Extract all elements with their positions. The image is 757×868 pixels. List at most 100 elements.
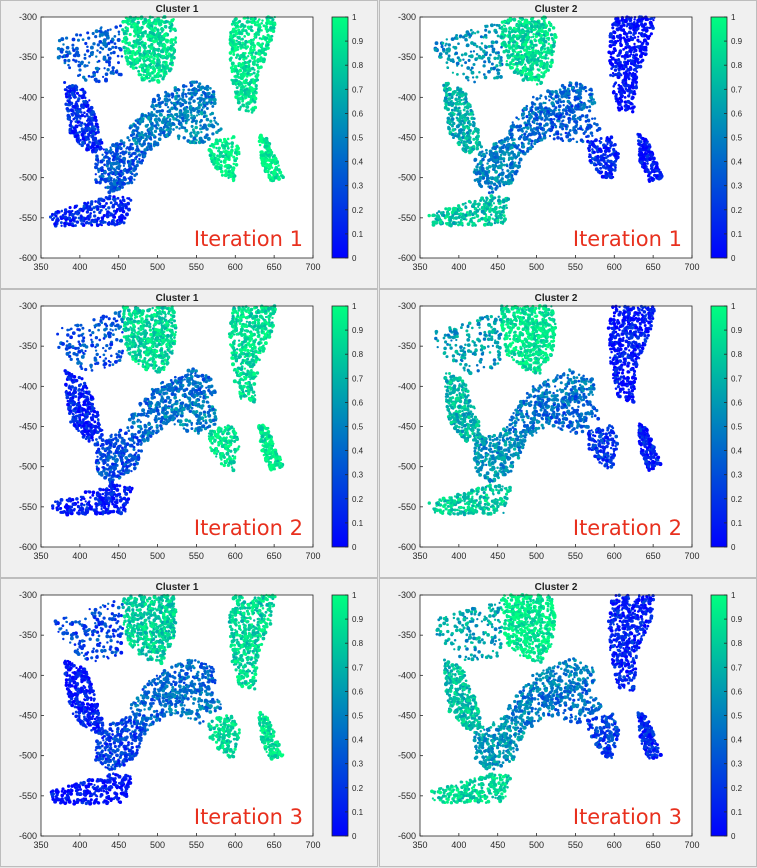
data-point bbox=[538, 133, 541, 136]
data-point bbox=[456, 62, 460, 66]
data-point bbox=[500, 147, 502, 149]
data-point bbox=[569, 84, 572, 87]
data-point bbox=[166, 103, 168, 105]
data-point bbox=[527, 119, 531, 123]
data-point bbox=[76, 220, 79, 223]
data-point bbox=[87, 135, 89, 137]
data-point bbox=[481, 167, 485, 171]
data-point bbox=[447, 57, 451, 61]
data-point bbox=[94, 165, 98, 169]
data-point bbox=[86, 210, 89, 213]
data-point bbox=[78, 110, 82, 114]
data-point bbox=[465, 99, 468, 102]
data-point bbox=[168, 133, 171, 136]
data-point bbox=[592, 98, 595, 101]
data-point bbox=[489, 176, 492, 179]
data-point bbox=[92, 32, 95, 35]
data-point bbox=[245, 105, 249, 109]
data-point bbox=[614, 68, 617, 71]
data-point bbox=[154, 124, 157, 127]
data-point bbox=[644, 53, 647, 56]
data-point bbox=[167, 100, 169, 102]
data-point bbox=[96, 159, 99, 162]
data-point bbox=[616, 35, 619, 38]
data-point bbox=[631, 81, 635, 85]
data-point bbox=[619, 85, 623, 89]
data-point bbox=[560, 100, 563, 103]
data-point bbox=[514, 145, 517, 148]
data-point bbox=[114, 157, 117, 160]
data-point bbox=[456, 37, 459, 40]
data-point bbox=[236, 24, 239, 27]
data-point bbox=[154, 22, 158, 26]
data-point bbox=[536, 122, 539, 125]
data-point bbox=[461, 64, 463, 66]
data-point bbox=[245, 79, 248, 82]
data-point bbox=[232, 53, 235, 56]
data-point bbox=[61, 215, 64, 218]
data-point bbox=[106, 68, 109, 71]
data-point bbox=[528, 146, 532, 150]
data-point bbox=[512, 134, 514, 136]
data-point bbox=[474, 168, 476, 170]
data-point bbox=[112, 204, 115, 207]
data-point bbox=[521, 74, 523, 76]
data-point bbox=[560, 95, 564, 99]
data-point bbox=[163, 46, 166, 49]
data-point bbox=[74, 213, 76, 215]
data-point bbox=[129, 23, 132, 26]
data-point bbox=[71, 84, 75, 88]
data-point bbox=[85, 216, 88, 219]
data-point bbox=[92, 137, 95, 140]
data-point bbox=[631, 72, 635, 76]
data-point bbox=[641, 52, 643, 54]
data-point bbox=[234, 42, 237, 45]
data-point bbox=[491, 63, 494, 66]
data-point bbox=[543, 30, 547, 34]
data-point bbox=[450, 114, 454, 118]
data-point bbox=[101, 200, 103, 202]
data-point bbox=[213, 119, 215, 121]
data-point bbox=[453, 90, 457, 94]
data-point bbox=[64, 209, 67, 212]
data-point bbox=[473, 81, 476, 84]
data-point bbox=[73, 54, 76, 57]
data-point bbox=[549, 109, 552, 112]
data-point bbox=[494, 187, 497, 190]
data-point bbox=[241, 100, 244, 103]
data-point bbox=[85, 137, 89, 141]
data-point bbox=[95, 55, 97, 57]
data-point bbox=[485, 51, 488, 54]
data-point bbox=[162, 131, 166, 135]
data-point bbox=[539, 82, 542, 85]
data-point bbox=[154, 130, 157, 133]
data-point bbox=[252, 39, 254, 41]
data-point bbox=[609, 74, 612, 77]
data-point bbox=[116, 179, 119, 182]
data-point bbox=[252, 42, 254, 44]
data-point bbox=[211, 125, 215, 129]
data-point bbox=[116, 187, 120, 191]
data-point bbox=[103, 67, 105, 69]
data-point bbox=[119, 152, 121, 154]
data-point bbox=[624, 96, 627, 99]
data-point bbox=[192, 128, 195, 131]
data-point bbox=[554, 35, 558, 39]
data-point bbox=[475, 136, 477, 138]
data-point bbox=[105, 152, 108, 155]
data-point bbox=[521, 134, 523, 136]
data-point bbox=[174, 89, 178, 93]
data-point bbox=[503, 164, 506, 167]
data-point bbox=[79, 117, 81, 119]
data-point bbox=[246, 45, 249, 48]
data-point bbox=[484, 181, 488, 185]
data-point bbox=[507, 140, 509, 142]
data-point bbox=[136, 145, 139, 148]
data-point bbox=[250, 45, 252, 47]
data-point bbox=[555, 109, 557, 111]
data-point bbox=[528, 139, 531, 142]
data-point bbox=[539, 97, 541, 99]
data-point bbox=[630, 102, 633, 105]
data-point bbox=[525, 56, 528, 59]
data-point bbox=[176, 92, 179, 95]
